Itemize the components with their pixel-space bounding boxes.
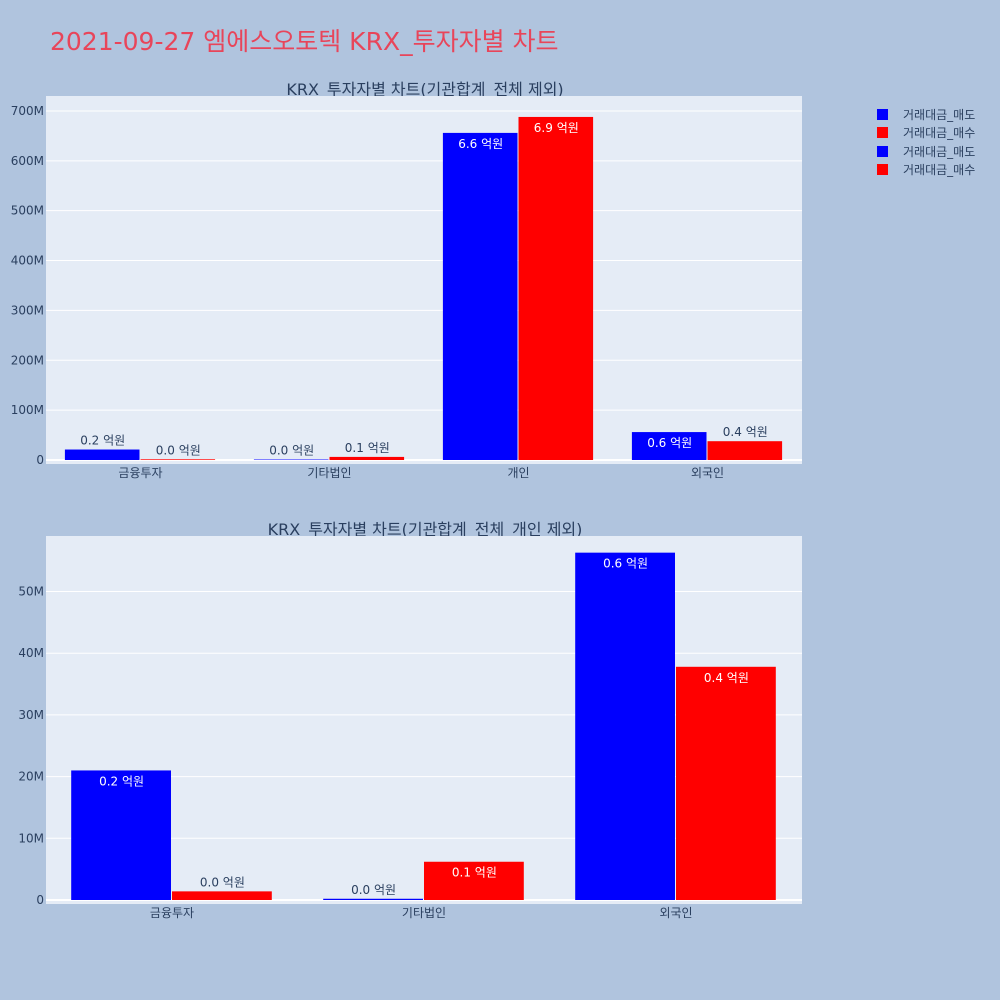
x-tick-label: 금융투자 bbox=[118, 466, 162, 480]
x-tick-label: 외국인 bbox=[691, 466, 724, 480]
legend-item-0[interactable]: 거래대금_매도 bbox=[877, 108, 975, 122]
legend-swatch bbox=[877, 127, 888, 138]
chart-1-plot: 0 100M 200M 300M 400M 500M 600M 700M 금융투자 0.2 억원 0… bbox=[11, 96, 802, 480]
x-tick-label: 금융투자 bbox=[150, 906, 194, 920]
data-label: 0.2 억원 bbox=[99, 774, 144, 788]
page-title: 2021-09-27 엠에스오토텍 KRX_투자자별 차트 bbox=[50, 27, 559, 56]
bar[interactable] bbox=[518, 116, 594, 460]
legend-swatch bbox=[877, 146, 888, 157]
y-tick-label: 400M bbox=[11, 254, 44, 268]
legend-item-1[interactable]: 거래대금_매수 bbox=[877, 126, 975, 140]
y-tick-label: 500M bbox=[11, 204, 44, 218]
legend-label: 거래대금_매수 bbox=[903, 163, 975, 177]
data-label: 0.0 억원 bbox=[156, 443, 201, 457]
y-tick-label: 0 bbox=[36, 893, 44, 907]
x-tick-label: 개인 bbox=[507, 466, 529, 480]
y-tick-label: 700M bbox=[11, 104, 44, 118]
legend-label: 거래대금_매도 bbox=[903, 145, 975, 159]
bar[interactable] bbox=[64, 449, 140, 460]
x-tick-label: 외국인 bbox=[659, 906, 692, 920]
chart-2-title: KRX_투자자별 차트(기관합계_전체_개인 제외) bbox=[268, 520, 583, 540]
y-tick-label: 10M bbox=[18, 831, 44, 845]
data-label: 0.0 억원 bbox=[351, 883, 396, 897]
y-tick-label: 200M bbox=[11, 353, 44, 367]
bar[interactable] bbox=[676, 666, 776, 900]
legend-swatch bbox=[877, 164, 888, 175]
data-label: 0.6 억원 bbox=[647, 436, 692, 450]
bar[interactable] bbox=[631, 432, 707, 460]
y-tick-label: 600M bbox=[11, 154, 44, 168]
data-label: 0.1 억원 bbox=[452, 866, 497, 880]
bar[interactable] bbox=[253, 459, 329, 461]
y-tick-label: 30M bbox=[18, 708, 44, 722]
legend-label: 거래대금_매도 bbox=[903, 108, 975, 122]
legend-item-3[interactable]: 거래대금_매수 bbox=[877, 163, 975, 177]
plot-area bbox=[46, 96, 802, 464]
x-tick-label: 기타법인 bbox=[402, 906, 446, 920]
y-tick-label: 300M bbox=[11, 303, 44, 317]
bar[interactable] bbox=[575, 552, 675, 900]
y-tick-label: 100M bbox=[11, 403, 44, 417]
legend[interactable]: 거래대금_매도 거래대금_매수 거래대금_매도 거래대금_매수 bbox=[877, 108, 975, 177]
legend-item-2[interactable]: 거래대금_매도 bbox=[877, 145, 975, 159]
bar[interactable] bbox=[172, 891, 272, 900]
legend-label: 거래대금_매수 bbox=[903, 126, 975, 140]
data-label: 0.0 억원 bbox=[269, 444, 314, 458]
chart-1-title: KRX_투자자별 차트(기관합계_전체 제외) bbox=[286, 80, 563, 100]
legend-swatch bbox=[877, 109, 888, 120]
bar[interactable] bbox=[140, 459, 216, 460]
data-label: 0.4 억원 bbox=[723, 425, 768, 439]
bar[interactable] bbox=[442, 132, 518, 461]
y-tick-label: 0 bbox=[36, 453, 44, 467]
data-label: 0.6 억원 bbox=[603, 557, 648, 571]
bar[interactable] bbox=[71, 770, 171, 900]
x-tick-label: 기타법인 bbox=[307, 466, 351, 480]
data-label: 0.2 억원 bbox=[80, 434, 125, 448]
bar[interactable] bbox=[424, 861, 524, 900]
y-tick-label: 40M bbox=[18, 646, 44, 660]
bar[interactable] bbox=[707, 441, 783, 460]
y-tick-label: 20M bbox=[18, 770, 44, 784]
bar[interactable] bbox=[329, 456, 405, 460]
y-tick-label: 50M bbox=[18, 585, 44, 599]
bar[interactable] bbox=[323, 898, 423, 900]
data-label: 0.4 억원 bbox=[704, 671, 749, 685]
data-label: 0.0 억원 bbox=[200, 875, 245, 889]
data-label: 6.6 억원 bbox=[458, 137, 503, 151]
data-label: 0.1 억원 bbox=[345, 441, 390, 455]
data-label: 6.9 억원 bbox=[534, 121, 579, 135]
